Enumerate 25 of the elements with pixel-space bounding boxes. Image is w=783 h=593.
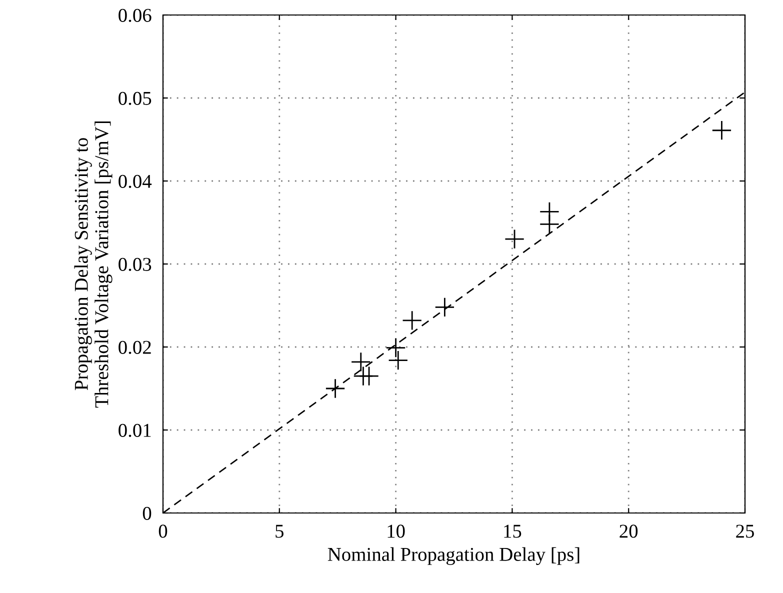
x-axis-title: Nominal Propagation Delay [ps] bbox=[328, 547, 580, 565]
point bbox=[325, 378, 346, 399]
y-tick-label: 0 bbox=[142, 506, 152, 520]
y-tick-label: 0.06 bbox=[118, 8, 152, 22]
point bbox=[504, 229, 525, 250]
point bbox=[402, 310, 422, 330]
x-tick-label: 15 bbox=[504, 524, 522, 538]
y-tick-label: 0.03 bbox=[118, 258, 152, 272]
y-tick-label: 0.01 bbox=[118, 424, 151, 438]
y-tick-label: 0.04 bbox=[118, 174, 152, 188]
point bbox=[386, 338, 406, 358]
y-tick-label: 0.02 bbox=[118, 340, 151, 354]
x-tick-label: 10 bbox=[388, 524, 405, 538]
point bbox=[539, 214, 560, 234]
point bbox=[434, 297, 455, 318]
point bbox=[350, 352, 371, 372]
point bbox=[388, 350, 408, 370]
point bbox=[359, 366, 380, 386]
x-tick-label: 25 bbox=[736, 524, 754, 538]
x-tick-label: 5 bbox=[276, 524, 284, 538]
y-axis-title: Propagation Delay Sensitivity to Threshold Voltage Variation [ps/mV] bbox=[74, 122, 112, 408]
point bbox=[712, 120, 732, 140]
y-tick-label: 0.05 bbox=[118, 92, 152, 106]
x-tick-label: 0 bbox=[158, 524, 168, 538]
x-tick-label: 20 bbox=[620, 524, 638, 538]
